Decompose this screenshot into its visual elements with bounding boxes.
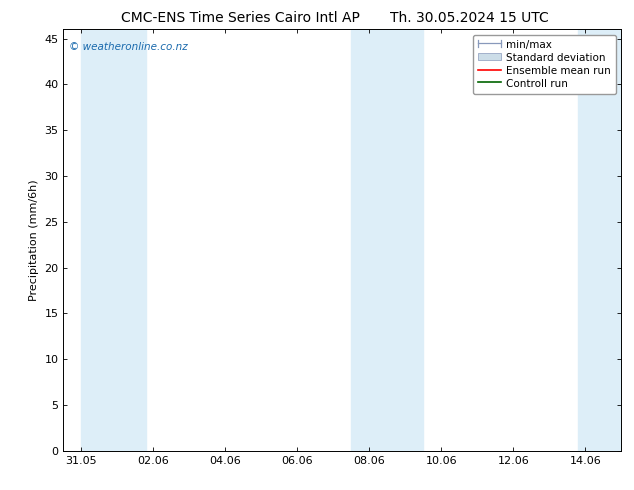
Text: CMC-ENS Time Series Cairo Intl AP: CMC-ENS Time Series Cairo Intl AP (122, 11, 360, 25)
Y-axis label: Precipitation (mm/6h): Precipitation (mm/6h) (29, 179, 39, 301)
Text: © weatheronline.co.nz: © weatheronline.co.nz (69, 42, 188, 52)
Bar (578, 29, 621, 451)
Legend: min/max, Standard deviation, Ensemble mean run, Controll run: min/max, Standard deviation, Ensemble me… (473, 35, 616, 94)
Bar (81, 29, 146, 451)
Bar (351, 29, 424, 451)
Text: Th. 30.05.2024 15 UTC: Th. 30.05.2024 15 UTC (390, 11, 548, 25)
